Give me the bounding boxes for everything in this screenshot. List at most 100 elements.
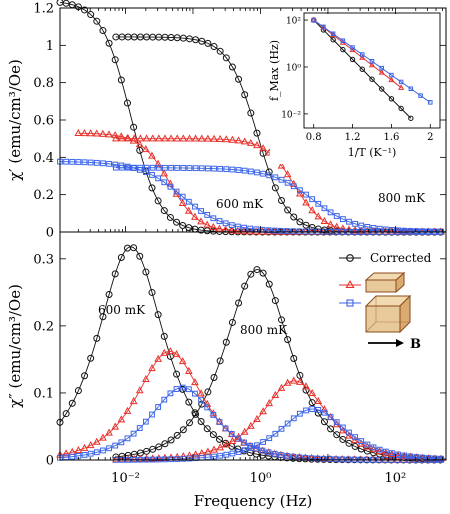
y-tick-label-top: 0.6 [33,114,54,129]
bottom-series-5-point [180,455,187,462]
bottom-series-5-point [321,409,328,416]
top-series-4-point [63,158,70,165]
inset-y-axis-title: f_Max (Hz) [268,40,281,101]
top-series-4-point [75,159,82,165]
bottom-series-1-point [192,410,200,418]
inset-series-1-point [388,76,395,83]
bottom-series-1-point [204,388,212,396]
bottom-series-5-point [389,450,395,457]
top-series-2-point [166,179,175,187]
top-series-0-point [123,99,131,107]
bottom-series-4-point [161,396,168,403]
bottom-plot-frame [59,231,447,461]
top-series-5-point [284,179,291,186]
bottom-series-4-point [149,411,155,418]
top-series-2-point [270,227,279,235]
bottom-series-5-point [186,455,193,462]
top-series-3-point [283,170,292,178]
top-series-5-point [333,213,340,219]
bottom-series-5-line [115,408,447,461]
bottom-series-5-point [229,450,236,457]
top-series-3-point [210,134,218,142]
bottom-series-5-point [346,429,352,436]
bottom-series-5-point [241,447,248,454]
top-series-2-point [105,130,113,138]
top-series-0-point [81,6,89,14]
bottom-series-3-point [381,448,390,456]
bottom-series-0-point [93,334,101,342]
legend-label-corrected: Corrected [370,251,432,265]
top-series-0-point [148,184,156,192]
top-series-1-point [284,206,292,214]
top-series-5-point [358,222,365,229]
bottom-series-1-point [179,426,187,434]
top-series-4-point [87,159,94,166]
legend-marker-square [346,299,354,307]
inset-series-2-point [311,17,316,23]
inset-series-0-line [313,19,412,119]
bottom-series-5-point [309,406,316,412]
top-series-3-point [185,134,194,142]
top-series-4-point [155,175,162,182]
top-series-5-point [155,164,162,171]
top-series-5-point [321,205,328,212]
bottom-series-1-point [327,425,335,433]
top-series-4-point [173,188,180,195]
bottom-series-1-point [253,266,261,274]
inset-series-2-point [379,65,384,71]
top-series-1-point [290,213,298,221]
bottom-series-5-point [303,407,309,414]
top-series-4-point [81,159,88,166]
top-series-5-point [143,164,150,171]
bottom-series-0-point [154,311,162,319]
bottom-series-0-point [160,332,168,340]
bottom-series-5-point [247,445,254,451]
bottom-series-5-point [352,434,359,440]
top-series-5-point [112,164,119,171]
top-series-4-point [204,212,211,218]
bottom-series-3-point [289,376,298,384]
bottom-series-0-point [99,313,107,321]
top-series-3-point [167,134,175,142]
top-series-0-point [105,39,113,47]
inset-series-2-line [313,19,431,103]
top-series-1-point [228,63,236,71]
inset-series-0-point [349,56,356,63]
inset-series-0-point [408,115,414,121]
inset-series-1-point [398,84,405,90]
inset-frame [303,12,441,129]
inset-panel: 0.8 1.2 1.6 2 10² 10⁰ 10⁻² 1/T (K⁻¹) f_Max (Hz) [268,9,446,164]
top-series-4-point [210,215,217,222]
bottom-series-3-point [302,382,310,390]
bottom-series-5-point [370,444,377,451]
bottom-series-5-point [217,452,224,459]
top-series-5-point [327,209,334,216]
bottom-series-5-point [401,452,408,459]
top-series-5-point [168,164,174,171]
field-arrow-head [396,339,404,347]
bottom-series-3-line [115,380,447,461]
bottom-series-0-point [87,354,95,362]
top-series-4-point [124,163,131,170]
bottom-series-5-point [358,438,365,444]
bottom-series-5-point [333,419,340,426]
bottom-series-2-point [148,363,156,372]
bottom-series-3-point [222,440,231,448]
top-series-3-point [204,134,212,142]
bottom-series-0-point [74,387,82,395]
top-series-2-point [99,129,107,137]
top-series-3-point [179,134,188,142]
bottom-series-2-point [92,437,101,445]
top-series-0-point [93,17,101,25]
x-tick-label: 10² [385,471,407,486]
y-axis-title-bottom: χ″ (emu/cm³/Oe) [6,284,24,408]
top-series-2-point [172,189,181,197]
bottom-series-3-point [265,398,274,407]
bottom-series-2-point [178,357,187,365]
top-series-5-point [309,196,316,203]
bottom-series-5-point [278,425,285,432]
top-series-4-point [277,227,284,234]
top-series-0-point [87,11,95,19]
top-series-0-point [136,146,144,154]
bottom-series-1-point [259,269,267,277]
